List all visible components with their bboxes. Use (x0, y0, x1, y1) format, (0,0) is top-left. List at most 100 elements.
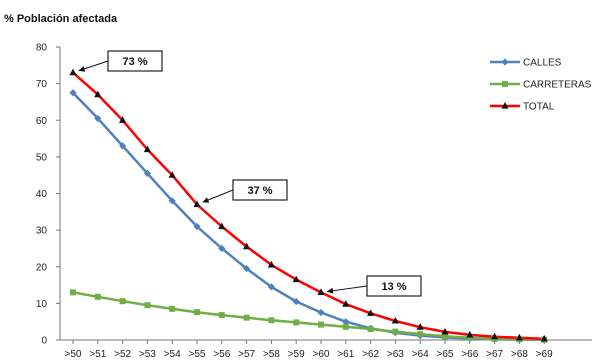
y-axis-ticks: 0 10 20 30 40 50 60 70 80 (36, 43, 60, 347)
data-point-total (342, 300, 350, 307)
legend-label: CALLES (523, 58, 562, 69)
callout-arrow-line (326, 285, 368, 293)
data-point-carreteras (144, 302, 151, 309)
series-line-calles (72, 91, 545, 342)
y-tick-label: 30 (36, 226, 48, 237)
data-point-calles (342, 318, 350, 326)
x-tick-label: >55 (189, 349, 206, 360)
data-point-total (466, 330, 474, 338)
data-point-total (491, 332, 499, 340)
data-point-calles (119, 142, 127, 150)
x-tick-label: >51 (89, 349, 106, 360)
data-point-calles (193, 222, 201, 231)
callout: 37 % (202, 179, 288, 203)
data-point-carreteras (318, 321, 324, 328)
data-point-carreteras (342, 323, 349, 330)
x-tick-label: >63 (387, 349, 404, 360)
legend-item-total: TOTAL (490, 102, 555, 113)
data-point-carreteras (367, 326, 374, 333)
x-tick-label: >66 (461, 349, 478, 360)
data-point-total (515, 333, 523, 341)
data-point-calles (243, 264, 251, 273)
data-point-calles (218, 244, 226, 253)
data-point-carreteras (293, 319, 300, 326)
data-point-calles (168, 197, 176, 205)
legend-item-calles: CALLES (490, 58, 562, 69)
y-tick-label: 70 (36, 79, 48, 90)
y-tick-label: 50 (36, 152, 48, 163)
data-point-carreteras (94, 293, 101, 300)
data-point-carreteras (442, 333, 448, 340)
x-tick-label: >61 (337, 349, 354, 360)
data-point-calles (69, 89, 77, 97)
legend-marker (502, 81, 508, 87)
data-point-carreteras (466, 334, 473, 341)
x-tick-label: >59 (288, 349, 305, 360)
data-point-calles (292, 297, 300, 306)
callout-label: 73 % (122, 56, 147, 68)
data-point-carreteras (119, 298, 126, 305)
callout: 73 % (78, 50, 163, 72)
data-point-calles (94, 114, 102, 123)
data-point-total (416, 323, 424, 330)
callout-box (107, 50, 163, 72)
series-markers (69, 68, 548, 344)
data-point-carreteras (268, 317, 275, 324)
data-point-total (193, 200, 201, 208)
legend-item-carreteras: CARRETERAS (490, 80, 592, 91)
legend-marker (501, 58, 509, 66)
legend-marker (501, 102, 509, 109)
x-tick-label: >57 (238, 349, 255, 360)
callout-arrow-head (202, 197, 210, 203)
x-tick-label: >62 (362, 349, 379, 360)
x-tick-label: >67 (486, 349, 503, 360)
annotations: 73 % 37 % 13 % (78, 50, 422, 297)
data-point-total (119, 116, 127, 123)
data-point-calles (143, 169, 151, 177)
y-tick-label: 80 (36, 43, 48, 54)
legend-label: TOTAL (523, 102, 555, 113)
y-tick-label: 0 (41, 336, 47, 347)
data-point-carreteras (194, 309, 200, 316)
data-point-calles (267, 283, 275, 291)
legend: CALLES CARRETERAS TOTAL (490, 58, 592, 113)
x-tick-label: >56 (213, 349, 230, 360)
data-point-total (441, 327, 449, 335)
data-point-total (243, 242, 251, 250)
data-point-total (292, 275, 300, 283)
data-point-total (94, 90, 102, 98)
x-tick-label: >53 (139, 349, 156, 360)
x-tick-label: >68 (511, 349, 528, 360)
series-line-total (72, 71, 545, 341)
x-tick-label: >58 (263, 349, 280, 360)
data-point-total (391, 316, 399, 324)
callout-box (366, 275, 422, 297)
data-point-carreteras (392, 328, 399, 335)
callout-label: 13 % (381, 281, 406, 293)
callout-arrow-head (78, 66, 86, 72)
data-point-carreteras (243, 314, 250, 321)
y-tick-label: 40 (36, 189, 48, 200)
data-point-total (69, 68, 77, 76)
x-axis-ticks: >50 >51 >52 >53 >54 >55 >56 >57 >58 >59 >60 >61 >62 >… (65, 340, 553, 360)
data-point-carreteras (218, 312, 225, 319)
data-point-carreteras (70, 289, 76, 296)
x-tick-label: >69 (536, 349, 553, 360)
data-point-total (168, 171, 176, 178)
callout-box (232, 179, 288, 201)
data-point-total (540, 334, 548, 342)
y-tick-label: 20 (36, 262, 48, 273)
data-point-calles (317, 308, 325, 317)
data-point-total (143, 145, 151, 153)
series-lines (72, 71, 545, 342)
data-point-carreteras (417, 331, 424, 338)
x-tick-label: >54 (164, 349, 181, 360)
x-tick-label: >52 (114, 349, 131, 360)
y-tick-label: 60 (36, 116, 48, 127)
chart-title: % Población afectada (4, 13, 118, 25)
y-tick-label: 10 (36, 299, 48, 310)
legend-label: CARRETERAS (523, 80, 592, 91)
data-point-total (317, 288, 325, 295)
callout: 13 % (326, 275, 422, 297)
